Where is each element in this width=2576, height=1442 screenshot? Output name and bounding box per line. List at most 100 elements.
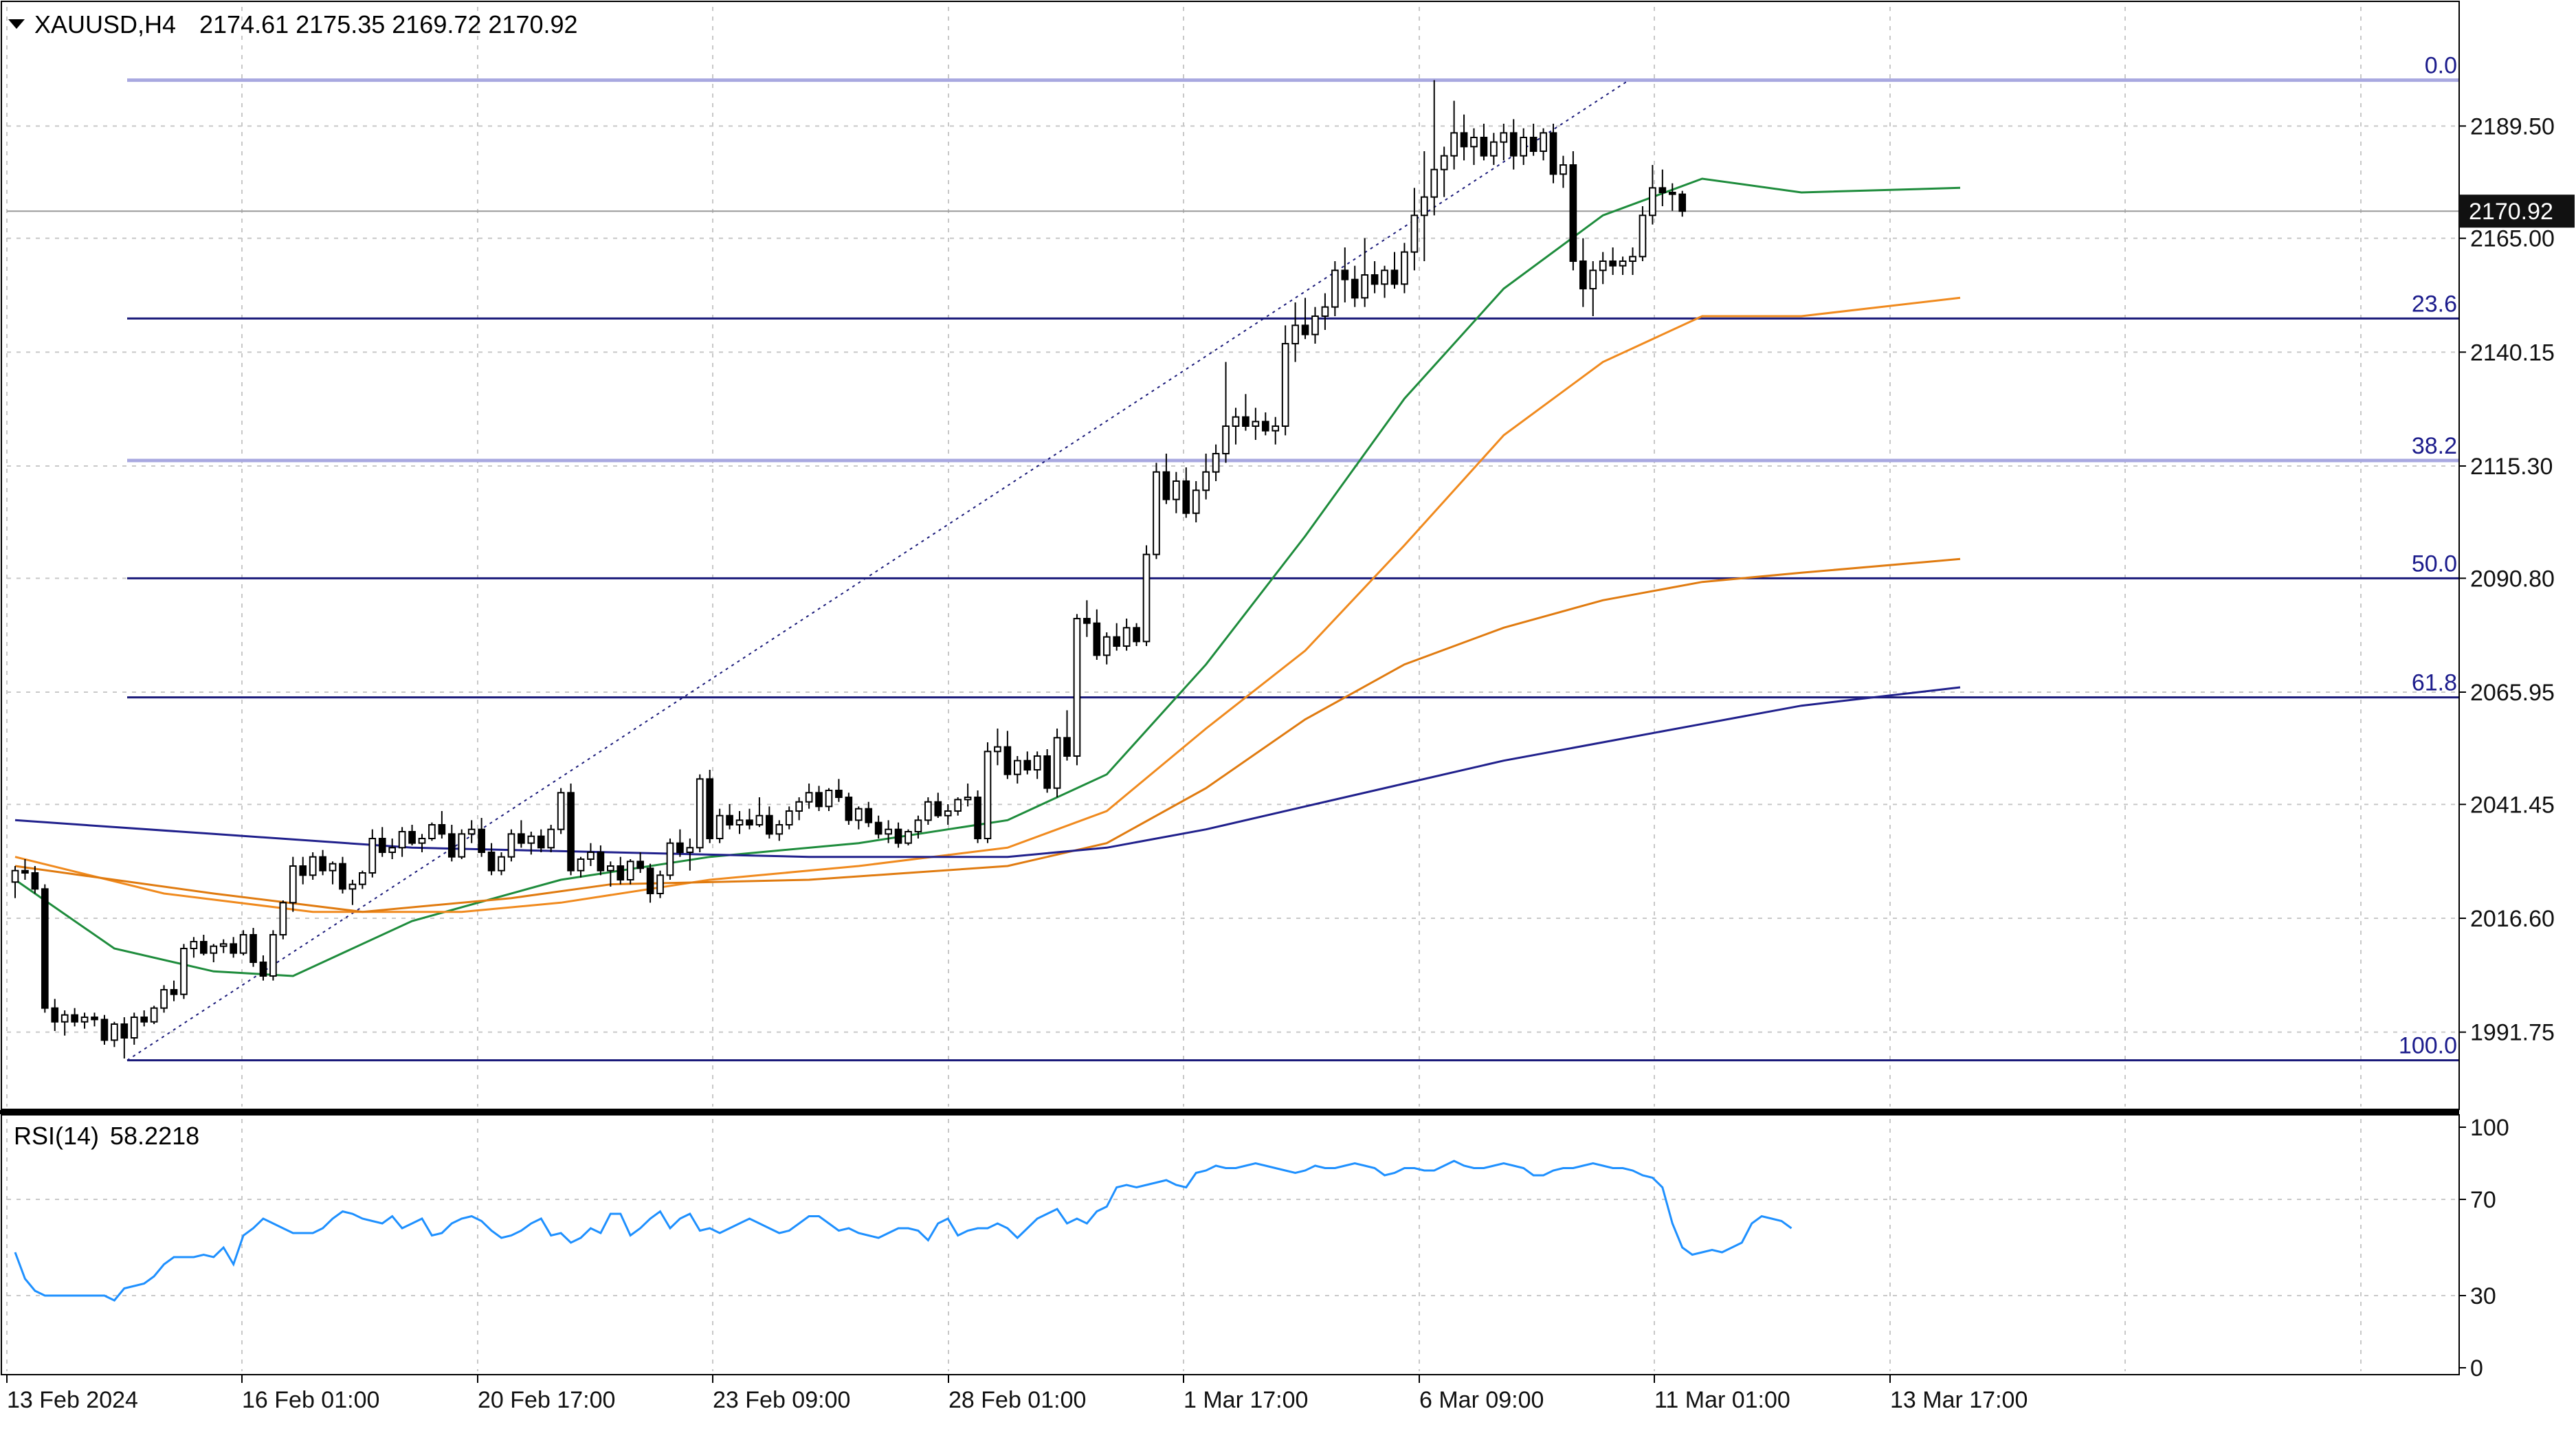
fib-level-label: 100.0 <box>2399 1033 2457 1059</box>
candle-body <box>964 797 972 801</box>
candle-body <box>1470 137 1478 148</box>
price-tick-label: 2140.15 <box>2470 340 2555 366</box>
candle-body <box>617 865 625 880</box>
time-tick-label: 1 Mar 17:00 <box>1184 1387 1308 1413</box>
candle-body <box>518 833 525 844</box>
candle-body <box>537 835 545 849</box>
candle-body <box>269 934 277 977</box>
candle-body <box>1559 164 1567 175</box>
candle-body <box>785 810 793 825</box>
candle-body <box>1113 636 1121 647</box>
candle-body <box>1490 141 1498 157</box>
time-tick-label: 16 Feb 01:00 <box>242 1387 379 1413</box>
candle-body <box>1122 627 1131 647</box>
candle-body <box>130 1017 138 1039</box>
candle-body <box>746 819 753 826</box>
price-tick-label: 1991.75 <box>2470 1020 2555 1046</box>
candle-body <box>766 814 773 835</box>
candle-body <box>1153 471 1160 555</box>
candle-body <box>557 792 565 830</box>
candle-body <box>1540 132 1547 152</box>
candle-body <box>984 751 992 840</box>
candle-body <box>259 962 267 977</box>
candle-body <box>1173 480 1180 500</box>
candle-body <box>91 1017 98 1021</box>
candle-body <box>299 865 307 876</box>
candle-body <box>378 838 386 853</box>
candle-body <box>150 1007 158 1023</box>
candle-body <box>1133 627 1140 643</box>
time-tick-label: 13 Feb 2024 <box>7 1387 138 1413</box>
candle-body <box>398 831 406 849</box>
candles <box>11 80 1687 1058</box>
candle-body <box>80 1017 89 1023</box>
rsi-tick-label: 100 <box>2470 1115 2509 1141</box>
candle-body <box>1162 471 1170 500</box>
candle-body <box>339 863 346 890</box>
candle-body <box>170 989 178 995</box>
candle-body <box>1013 759 1021 775</box>
candle-body <box>1093 622 1101 656</box>
candle-body <box>755 814 764 825</box>
candle-body <box>1410 214 1419 253</box>
candle-body <box>1351 278 1359 299</box>
candle-body <box>1142 553 1151 643</box>
rsi-line <box>14 1160 1792 1302</box>
candle-body <box>289 865 297 904</box>
candle-body <box>1212 453 1220 473</box>
candle-body <box>1242 416 1250 428</box>
candle-body <box>547 828 555 849</box>
fib-level-label: 38.2 <box>2412 433 2457 459</box>
candle-body <box>279 902 287 936</box>
candle-body <box>31 872 39 890</box>
candle-body <box>507 833 515 858</box>
candle-body <box>874 821 882 835</box>
candle-body <box>1033 755 1041 770</box>
price-tick-label: 2016.60 <box>2470 906 2555 932</box>
candle-body <box>478 828 485 853</box>
candle-body <box>348 883 357 890</box>
price-tick-label: 2189.50 <box>2470 113 2555 140</box>
candle-body <box>467 828 476 835</box>
candle-body <box>41 888 49 1009</box>
candle-body <box>1440 155 1448 170</box>
candle-body <box>715 814 724 839</box>
candle-body <box>944 810 952 817</box>
candle-body <box>1370 274 1379 285</box>
axes: 2189.50 2165.00 2140.15 2115.30 2090.80 2065.… <box>0 1 2555 1413</box>
candle-body <box>388 847 397 854</box>
candle-body <box>1043 755 1051 789</box>
fib-level-label: 23.6 <box>2412 291 2457 317</box>
candle-body <box>1579 260 1587 289</box>
candle-body <box>1361 274 1369 299</box>
time-tick-label: 28 Feb 01:00 <box>948 1387 1086 1413</box>
candle-body <box>428 824 436 839</box>
candle-body <box>865 808 873 823</box>
candle-body <box>686 847 694 854</box>
candle-body <box>1023 759 1032 770</box>
candle-body <box>1192 489 1200 514</box>
ohlc-label: 2174.61 2175.35 2169.72 2170.92 <box>199 10 578 38</box>
candle-body <box>100 1019 109 1041</box>
candle-body <box>1599 260 1607 271</box>
fib-level-label: 61.8 <box>2412 670 2457 696</box>
candle-body <box>706 778 714 840</box>
symbol-label: XAUUSD,H4 <box>34 10 176 38</box>
candle-body <box>854 808 863 821</box>
candle-body <box>1291 324 1299 345</box>
svg-text:2170.92: 2170.92 <box>2469 199 2553 225</box>
candle-body <box>309 856 317 876</box>
candle-body <box>1182 480 1190 514</box>
symbol-dropdown-icon[interactable] <box>8 19 25 29</box>
candle-body <box>676 842 684 853</box>
candle-body <box>111 1023 118 1041</box>
candle-body <box>498 856 505 872</box>
candle-body <box>1281 343 1289 427</box>
candle-body <box>1003 746 1012 775</box>
candle-body <box>249 934 257 963</box>
candle-body <box>1509 132 1518 157</box>
candle-body <box>1063 737 1071 757</box>
candle-body <box>885 828 892 835</box>
candle-body <box>418 838 426 844</box>
